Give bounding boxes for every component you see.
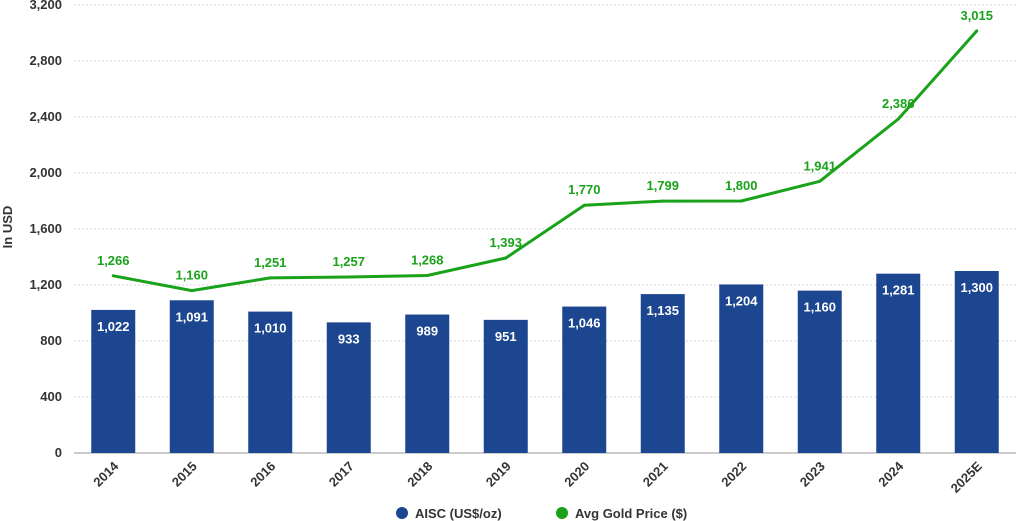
x-tick-label: 2014: [90, 458, 122, 490]
legend-marker-gold-price: [556, 507, 568, 519]
line-point[interactable]: [504, 256, 508, 260]
bar-value-label: 1,046: [568, 316, 601, 331]
x-tick-label: 2025E: [948, 458, 985, 495]
line-value-label: 1,393: [489, 235, 522, 250]
y-axis-label: In USD: [0, 206, 15, 249]
bar-value-label: 1,300: [960, 280, 993, 295]
y-axis-ticks: 0 400 800 1,200 1,600 2,000 2,400 2,800 3,200: [29, 0, 62, 460]
line-point[interactable]: [739, 199, 743, 203]
gridlines: [74, 4, 1016, 454]
x-tick-label: 2017: [326, 459, 357, 490]
bar-value-label: 989: [416, 324, 438, 339]
bar[interactable]: [719, 284, 764, 453]
bar-value-label: 1,022: [97, 319, 130, 334]
bar[interactable]: [326, 322, 371, 453]
line-value-label: 1,268: [411, 252, 444, 267]
line-value-label: 3,015: [960, 8, 993, 23]
line-point[interactable]: [582, 203, 586, 207]
line-point[interactable]: [818, 179, 822, 183]
y-tick-label: 400: [40, 389, 62, 404]
bar-value-label: 1,135: [646, 303, 679, 318]
line-value-label: 1,941: [803, 158, 836, 173]
line-point[interactable]: [661, 199, 665, 203]
line-point[interactable]: [190, 289, 194, 293]
line-point[interactable]: [347, 275, 351, 279]
bar[interactable]: [248, 311, 293, 453]
line-value-label: 1,799: [646, 178, 679, 193]
line-point[interactable]: [111, 274, 115, 278]
bar[interactable]: [91, 309, 136, 453]
bar[interactable]: [169, 300, 214, 453]
bar-value-label: 933: [338, 331, 360, 346]
line-series-gold-price: 1,266 1,160 1,251 1,257 1,268 1,393 1,770 1,799…: [97, 8, 993, 293]
line-value-label: 2,386: [882, 96, 915, 111]
y-tick-label: 1,600: [29, 221, 62, 236]
bar-value-label: 1,281: [882, 283, 915, 298]
y-tick-label: 3,200: [29, 0, 62, 12]
x-tick-label: 2024: [875, 458, 907, 490]
legend-item-aisc[interactable]: AISC (US$/oz): [396, 506, 502, 521]
bar-value-label: 1,010: [254, 321, 287, 336]
x-tick-label: 2023: [797, 459, 828, 490]
line-point[interactable]: [425, 273, 429, 277]
line-value-label: 1,800: [725, 178, 758, 193]
y-tick-label: 1,200: [29, 277, 62, 292]
bar-value-label: 1,091: [175, 309, 208, 324]
bar-value-label: 1,204: [725, 293, 758, 308]
x-tick-label: 2015: [169, 459, 200, 490]
x-tick-label: 2021: [640, 459, 671, 490]
bar[interactable]: [954, 271, 999, 453]
bar[interactable]: [640, 294, 685, 453]
bar[interactable]: [797, 290, 842, 453]
y-tick-label: 0: [55, 445, 62, 460]
line-path: [113, 29, 978, 293]
bar-value-label: 1,160: [803, 300, 836, 315]
bar[interactable]: [405, 314, 450, 453]
bar[interactable]: [483, 319, 528, 453]
line-value-label: 1,257: [332, 254, 365, 269]
y-tick-label: 800: [40, 333, 62, 348]
bar[interactable]: [876, 273, 921, 453]
x-tick-label: 2020: [561, 459, 592, 490]
x-tick-label: 2019: [483, 459, 514, 490]
x-axis-ticks: 2014 2015 2016 2017 2018 2019 2020 2021 2022 2023…: [90, 458, 985, 496]
x-tick-label: 2022: [718, 459, 749, 490]
legend-item-gold-price[interactable]: Avg Gold Price ($): [556, 506, 687, 521]
line-point[interactable]: [975, 29, 979, 33]
line-value-label: 1,770: [568, 182, 601, 197]
legend-label-aisc: AISC (US$/oz): [415, 506, 502, 521]
y-tick-label: 2,800: [29, 53, 62, 68]
line-value-label: 1,251: [254, 255, 287, 270]
bar[interactable]: [562, 306, 607, 453]
legend: AISC (US$/oz) Avg Gold Price ($): [396, 506, 687, 521]
line-value-label: 1,160: [175, 268, 208, 283]
line-point[interactable]: [896, 117, 900, 121]
x-tick-label: 2016: [247, 459, 278, 490]
bar-value-label: 951: [495, 329, 517, 344]
y-tick-label: 2,000: [29, 165, 62, 180]
line-point[interactable]: [268, 276, 272, 280]
x-tick-label: 2018: [404, 459, 435, 490]
y-tick-label: 2,400: [29, 109, 62, 124]
line-value-label: 1,266: [97, 253, 130, 268]
legend-marker-aisc: [396, 507, 408, 519]
bar-series-aisc: 1,022 1,091 1,010 933 989 951 1,046 1,135 1,204 1…: [91, 271, 999, 453]
legend-label-gold-price: Avg Gold Price ($): [575, 506, 687, 521]
